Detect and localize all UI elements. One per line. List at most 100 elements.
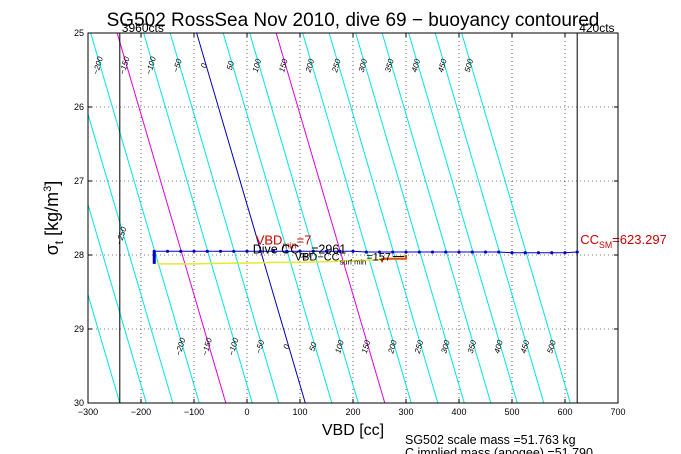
contour-label-top-100: 100 bbox=[251, 57, 264, 73]
contour--100 bbox=[143, 33, 253, 403]
xtick-label--100: −100 bbox=[184, 407, 204, 417]
dive-cc-annotation: Dive CCopt=2961 bbox=[253, 242, 347, 259]
xtick-label-600: 600 bbox=[557, 407, 572, 417]
contour-labels: −200 −150 −100 −50 0 50 100 150 200 250 300 350 400 4… bbox=[91, 55, 558, 357]
dive-point-27 bbox=[510, 251, 514, 255]
contour-100 bbox=[249, 33, 359, 403]
xtick-label-0: 0 bbox=[244, 407, 249, 417]
ytick-label-28: 28 bbox=[74, 250, 84, 260]
dive-point-1 bbox=[165, 249, 170, 253]
contour-label-top-200: 200 bbox=[304, 57, 317, 74]
dive-point-11 bbox=[298, 249, 302, 253]
dive-point-4 bbox=[205, 249, 209, 253]
dive-point-24 bbox=[470, 250, 474, 254]
contour-label-top-500: 500 bbox=[463, 57, 476, 73]
xtick-label--300: −300 bbox=[78, 407, 98, 417]
vbd-cc-annotation: VBD−CCsurf min=157 bbox=[295, 251, 391, 266]
dive-point-32 bbox=[575, 250, 579, 254]
contour-label-bottom-300: 300 bbox=[439, 339, 452, 355]
dive-point-29 bbox=[536, 251, 541, 255]
dive-point-15 bbox=[351, 249, 355, 253]
x-axis-label: VBD [cc] bbox=[322, 422, 384, 439]
footer-implied-mass: C implied mass (apogee) =51.790 bbox=[405, 446, 593, 454]
contour-50 bbox=[222, 33, 333, 403]
ytick-label-30: 30 bbox=[74, 398, 84, 408]
dive-point-21 bbox=[430, 250, 435, 254]
contour-label-top-50: 50 bbox=[225, 60, 236, 72]
chart-title: SG502 RossSea Nov 2010, dive 69 − buoyan… bbox=[107, 10, 600, 31]
axis-ticks: −300 −200 −100 0 100 200 300 400 500 600 700252627… bbox=[74, 28, 626, 417]
y-axis-label: σt [kg/m3] bbox=[42, 181, 66, 256]
ylabel-unit-sup: 3 bbox=[42, 186, 54, 192]
contour-label-top--50: −50 bbox=[171, 57, 184, 73]
contour-350 bbox=[381, 33, 492, 403]
dive-point-7 bbox=[245, 249, 249, 253]
contour-500 bbox=[461, 33, 571, 403]
contour--250 bbox=[88, 112, 174, 403]
contour-300 bbox=[355, 33, 465, 403]
data-series bbox=[152, 249, 579, 265]
contour-450 bbox=[434, 33, 545, 403]
contour-label-top-350: 350 bbox=[383, 57, 396, 73]
contour-label-left--250: −250 bbox=[115, 225, 129, 245]
dive-point-22 bbox=[444, 250, 448, 254]
ylabel-sub: t bbox=[52, 240, 66, 244]
dive-point-3 bbox=[192, 249, 196, 253]
contour-label-bottom--50: −50 bbox=[254, 338, 267, 354]
contour-label-bottom-100: 100 bbox=[333, 339, 346, 355]
contour-label-top-450: 450 bbox=[436, 57, 449, 73]
contour-label-top-300: 300 bbox=[357, 57, 370, 73]
ytick-label-27: 27 bbox=[74, 176, 84, 186]
xtick-label-400: 400 bbox=[451, 407, 466, 417]
contour-0 bbox=[196, 33, 306, 403]
dive-point-17 bbox=[377, 250, 382, 254]
contour-label-bottom--100: −100 bbox=[227, 336, 241, 356]
vbd-limit-label-0: 3960cts bbox=[122, 21, 164, 35]
contour-250 bbox=[328, 33, 439, 403]
dive-point-8 bbox=[258, 249, 262, 253]
dive-point-2 bbox=[179, 249, 183, 253]
contour--300 bbox=[88, 202, 147, 403]
contour-label-bottom-200: 200 bbox=[386, 339, 399, 356]
dive-point-31 bbox=[563, 251, 567, 255]
contour-label-bottom-400: 400 bbox=[492, 339, 505, 355]
ytick-label-25: 25 bbox=[74, 28, 84, 38]
ylabel-unit-close: ] bbox=[42, 181, 62, 186]
dive-point-13 bbox=[324, 249, 329, 253]
contour-label-bottom-350: 350 bbox=[466, 339, 479, 355]
dive-point-16 bbox=[364, 250, 368, 254]
dive-point-5 bbox=[218, 249, 223, 253]
vbd-limit-label-1: 420cts bbox=[579, 21, 614, 35]
contour-label-top-250: 250 bbox=[330, 57, 343, 74]
contour--150 bbox=[116, 33, 227, 403]
cc-sm-annotation: CCSM=623.297 bbox=[580, 232, 667, 250]
contour-200 bbox=[302, 33, 412, 403]
xtick-label-100: 100 bbox=[292, 407, 307, 417]
contour--50 bbox=[169, 33, 280, 403]
contour-label-top--200: −200 bbox=[91, 55, 105, 75]
contour-label-top-400: 400 bbox=[410, 57, 423, 73]
contour-label-bottom-250: 250 bbox=[413, 339, 426, 356]
dive-point-28 bbox=[523, 251, 527, 255]
dive-point-26 bbox=[497, 250, 501, 254]
xtick-label-300: 300 bbox=[398, 407, 413, 417]
contour-label-bottom-0: 0 bbox=[282, 343, 292, 350]
xtick-label-500: 500 bbox=[504, 407, 519, 417]
contour-label-top-150: 150 bbox=[277, 57, 290, 73]
buoyancy-contours bbox=[88, 33, 571, 403]
dive-point-19 bbox=[404, 250, 408, 254]
dive-point-12 bbox=[311, 249, 315, 253]
ylabel-unit: [kg/m bbox=[42, 192, 62, 241]
contour--350 bbox=[88, 292, 121, 403]
dive-point-18 bbox=[391, 250, 395, 254]
ytick-label-29: 29 bbox=[74, 324, 84, 334]
dive-point-10 bbox=[285, 249, 289, 253]
vbd-min-annotation: VBDmin=7 bbox=[256, 233, 312, 251]
dive-point-30 bbox=[550, 251, 554, 255]
vbd-limit-lines: 3960cts 420cts bbox=[119, 21, 615, 403]
contour-400 bbox=[408, 33, 518, 403]
contour-label-bottom-50: 50 bbox=[308, 341, 319, 353]
dive-point-25 bbox=[483, 250, 488, 254]
contour-label-top--100: −100 bbox=[144, 55, 158, 75]
dive-point-6 bbox=[232, 249, 236, 253]
